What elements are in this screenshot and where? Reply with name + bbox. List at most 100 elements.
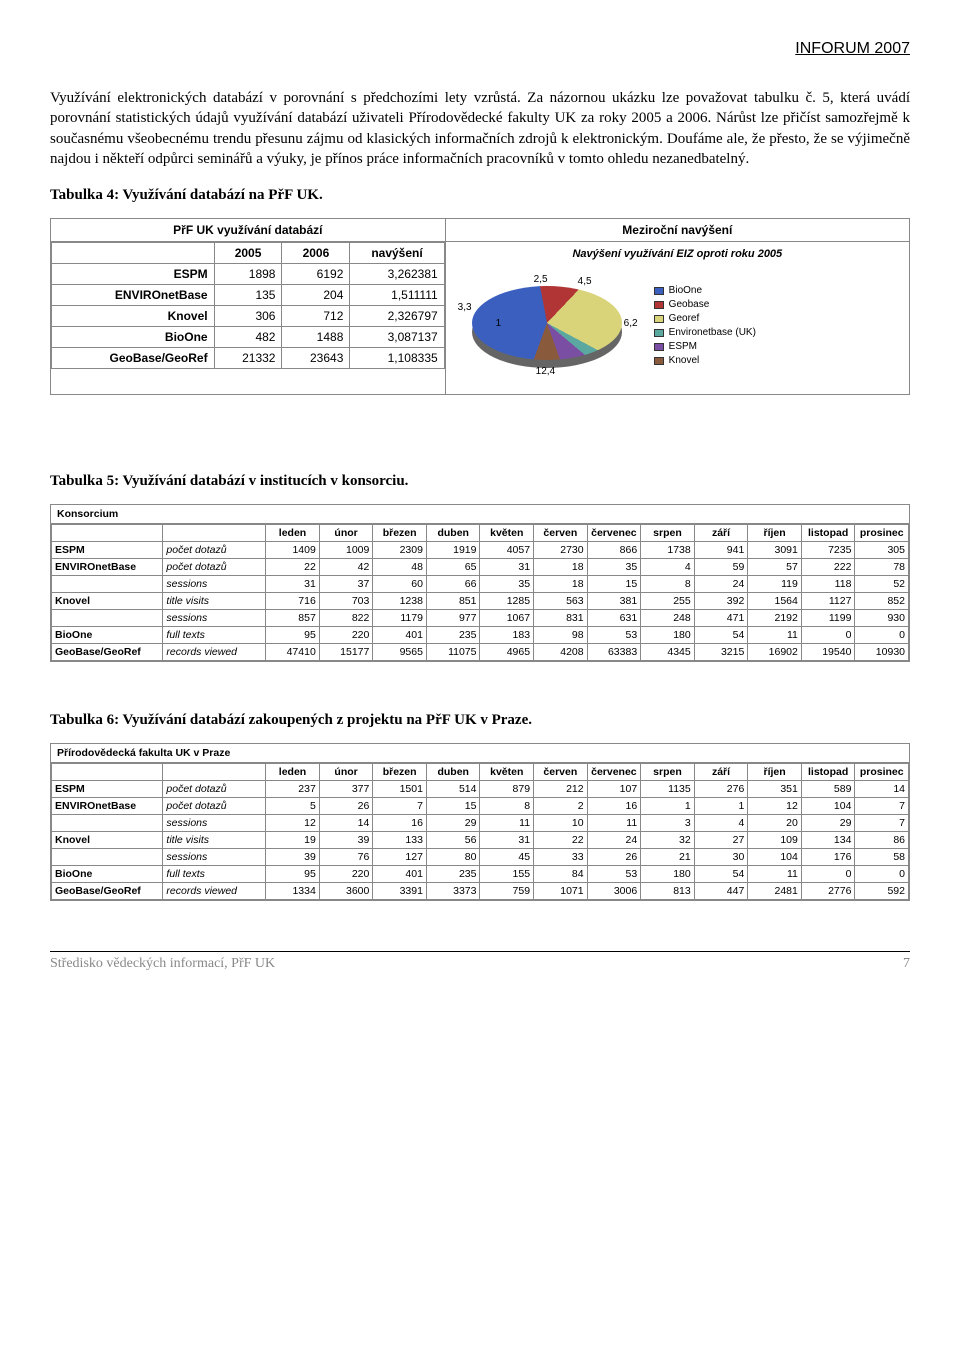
- data-cell: 11: [587, 815, 641, 832]
- data-cell: 879: [480, 781, 534, 798]
- pie-chart-title: Navýšení využívání EIZ oproti roku 2005: [454, 248, 901, 260]
- metric-cell: sessions: [163, 610, 266, 627]
- data-cell: 1564: [748, 593, 802, 610]
- metric-cell: sessions: [163, 576, 266, 593]
- data-cell: 52: [855, 576, 909, 593]
- data-cell: 5: [266, 798, 320, 815]
- table4-left: PřF UK využívání databází 2005 2006 navý…: [51, 219, 446, 394]
- data-cell: 4345: [641, 644, 695, 661]
- data-cell: 18: [534, 559, 588, 576]
- data-cell: 1285: [480, 593, 534, 610]
- legend-swatch: [654, 287, 664, 295]
- metric-cell: full texts: [163, 866, 266, 883]
- data-cell: 78: [855, 559, 909, 576]
- data-cell: 941: [694, 542, 748, 559]
- db-cell: BioOne: [52, 627, 163, 644]
- data-cell: 703: [319, 593, 373, 610]
- data-cell: 305: [855, 542, 909, 559]
- table4-caption: Tabulka 4: Využívání databází na PřF UK.: [50, 187, 910, 204]
- data-cell: 86: [855, 832, 909, 849]
- table4-col-2006: 2006: [282, 243, 350, 264]
- table4-col-2005: 2005: [214, 243, 282, 264]
- data-cell: 0: [855, 627, 909, 644]
- data-cell: 3373: [426, 883, 480, 900]
- month-header: červen: [534, 525, 588, 542]
- month-header: květen: [480, 764, 534, 781]
- data-cell: 119: [748, 576, 802, 593]
- db-cell: GeoBase/GeoRef: [52, 644, 163, 661]
- db-cell: [52, 815, 163, 832]
- metric-cell: full texts: [163, 627, 266, 644]
- data-cell: 16: [373, 815, 427, 832]
- data-cell: 2481: [748, 883, 802, 900]
- db-cell: [52, 610, 163, 627]
- data-cell: 11: [748, 627, 802, 644]
- table4-cell: 1,108335: [350, 348, 444, 369]
- data-cell: 2309: [373, 542, 427, 559]
- data-cell: 98: [534, 627, 588, 644]
- data-cell: 19: [266, 832, 320, 849]
- db-cell: GeoBase/GeoRef: [52, 883, 163, 900]
- data-cell: 235: [426, 866, 480, 883]
- metric-cell: title visits: [163, 832, 266, 849]
- data-cell: 866: [587, 542, 641, 559]
- data-cell: 29: [801, 815, 855, 832]
- data-cell: 631: [587, 610, 641, 627]
- data-cell: 63383: [587, 644, 641, 661]
- data-cell: 48: [373, 559, 427, 576]
- table6-container: Přírodovědecká fakulta UK v Praze ledenú…: [50, 743, 910, 901]
- data-cell: 31: [266, 576, 320, 593]
- table4-data: 2005 2006 navýšení ESPM189861923,262381E…: [51, 242, 445, 369]
- data-cell: 11075: [426, 644, 480, 661]
- data-cell: 133: [373, 832, 427, 849]
- legend-label: Geobase: [669, 298, 710, 312]
- data-cell: 14: [855, 781, 909, 798]
- data-cell: 8: [641, 576, 695, 593]
- month-header: leden: [266, 525, 320, 542]
- db-cell: [52, 576, 163, 593]
- legend-swatch: [654, 329, 664, 337]
- table4-rowlabel: ENVIROnetBase: [52, 285, 215, 306]
- data-cell: 3600: [319, 883, 373, 900]
- data-cell: 134: [801, 832, 855, 849]
- month-header: únor: [319, 764, 373, 781]
- data-cell: 7: [855, 798, 909, 815]
- month-header: červenec: [587, 525, 641, 542]
- data-cell: 47410: [266, 644, 320, 661]
- data-cell: 95: [266, 627, 320, 644]
- data-cell: 26: [587, 849, 641, 866]
- data-cell: 1009: [319, 542, 373, 559]
- data-cell: 26: [319, 798, 373, 815]
- data-cell: 16: [587, 798, 641, 815]
- data-cell: 447: [694, 883, 748, 900]
- legend-label: BioOne: [669, 284, 702, 298]
- data-cell: 53: [587, 627, 641, 644]
- data-cell: 39: [266, 849, 320, 866]
- data-cell: 1199: [801, 610, 855, 627]
- table6-caption: Tabulka 6: Využívání databází zakoupenýc…: [50, 712, 910, 729]
- data-cell: 12: [266, 815, 320, 832]
- metric-cell: počet dotazů: [163, 798, 266, 815]
- legend-item: Knovel: [654, 354, 756, 368]
- table6-group-title: Přírodovědecká fakulta UK v Praze: [51, 744, 909, 763]
- table4-rowlabel: ESPM: [52, 264, 215, 285]
- data-cell: 4: [694, 815, 748, 832]
- pie-graphic: 3,3 1 2,5 4,5 6,2 12,4: [454, 266, 644, 386]
- table4-cell: 6192: [282, 264, 350, 285]
- data-cell: 0: [855, 866, 909, 883]
- metric-cell: sessions: [163, 849, 266, 866]
- legend-swatch: [654, 357, 664, 365]
- legend-label: Georef: [669, 312, 700, 326]
- data-cell: 27: [694, 832, 748, 849]
- data-cell: 45: [480, 849, 534, 866]
- data-cell: 822: [319, 610, 373, 627]
- data-cell: 30: [694, 849, 748, 866]
- table5-container: Konsorcium ledenúnorbřezendubenkvětenčer…: [50, 504, 910, 662]
- data-cell: 2: [534, 798, 588, 815]
- legend-label: Knovel: [669, 354, 700, 368]
- pie-label-33: 3,3: [458, 302, 472, 313]
- data-cell: 60: [373, 576, 427, 593]
- month-header: listopad: [801, 525, 855, 542]
- data-cell: 66: [426, 576, 480, 593]
- month-header: srpen: [641, 764, 695, 781]
